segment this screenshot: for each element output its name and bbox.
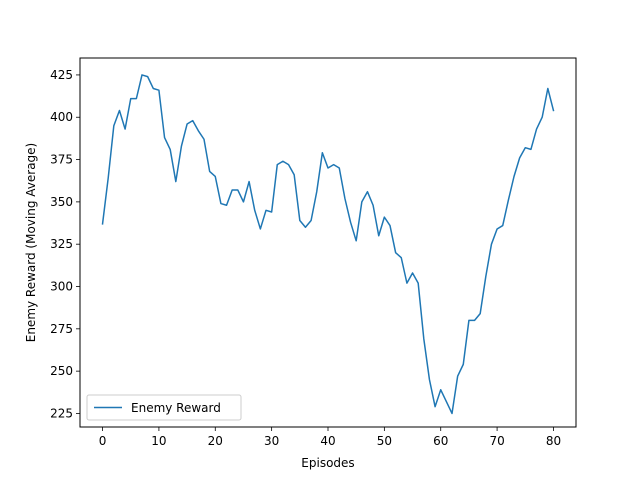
x-axis-label: Episodes xyxy=(301,456,354,470)
x-tick-label: 40 xyxy=(320,434,335,448)
y-axis: 225 250 275 300 325 350 375 400 425 xyxy=(50,68,80,420)
legend-label: Enemy Reward xyxy=(131,401,221,415)
series-line xyxy=(101,74,555,415)
plot-area xyxy=(101,74,555,415)
x-tick-label: 10 xyxy=(151,434,166,448)
x-tick-label: 30 xyxy=(264,434,279,448)
y-tick-label: 225 xyxy=(50,406,73,420)
axes-frame xyxy=(79,57,577,428)
y-tick-label: 350 xyxy=(50,195,73,209)
y-tick-label: 250 xyxy=(50,364,73,378)
y-tick-label: 275 xyxy=(50,322,73,336)
x-tick-label: 50 xyxy=(377,434,392,448)
y-tick-label: 425 xyxy=(50,68,73,82)
x-tick-label: 60 xyxy=(433,434,448,448)
y-tick-label: 300 xyxy=(50,280,73,294)
y-tick-label: 325 xyxy=(50,237,73,251)
x-tick-label: 20 xyxy=(208,434,223,448)
x-tick-label: 0 xyxy=(99,434,107,448)
x-tick-label: 70 xyxy=(489,434,504,448)
legend-box xyxy=(86,394,242,421)
y-tick-label: 400 xyxy=(50,110,73,124)
legend: Enemy Reward xyxy=(86,394,242,421)
y-tick-label: 375 xyxy=(50,153,73,167)
y-axis-label: Enemy Reward (Moving Average) xyxy=(24,143,38,343)
x-axis: 0 10 20 30 40 50 60 70 80 xyxy=(99,427,561,448)
x-tick-label: 80 xyxy=(546,434,561,448)
